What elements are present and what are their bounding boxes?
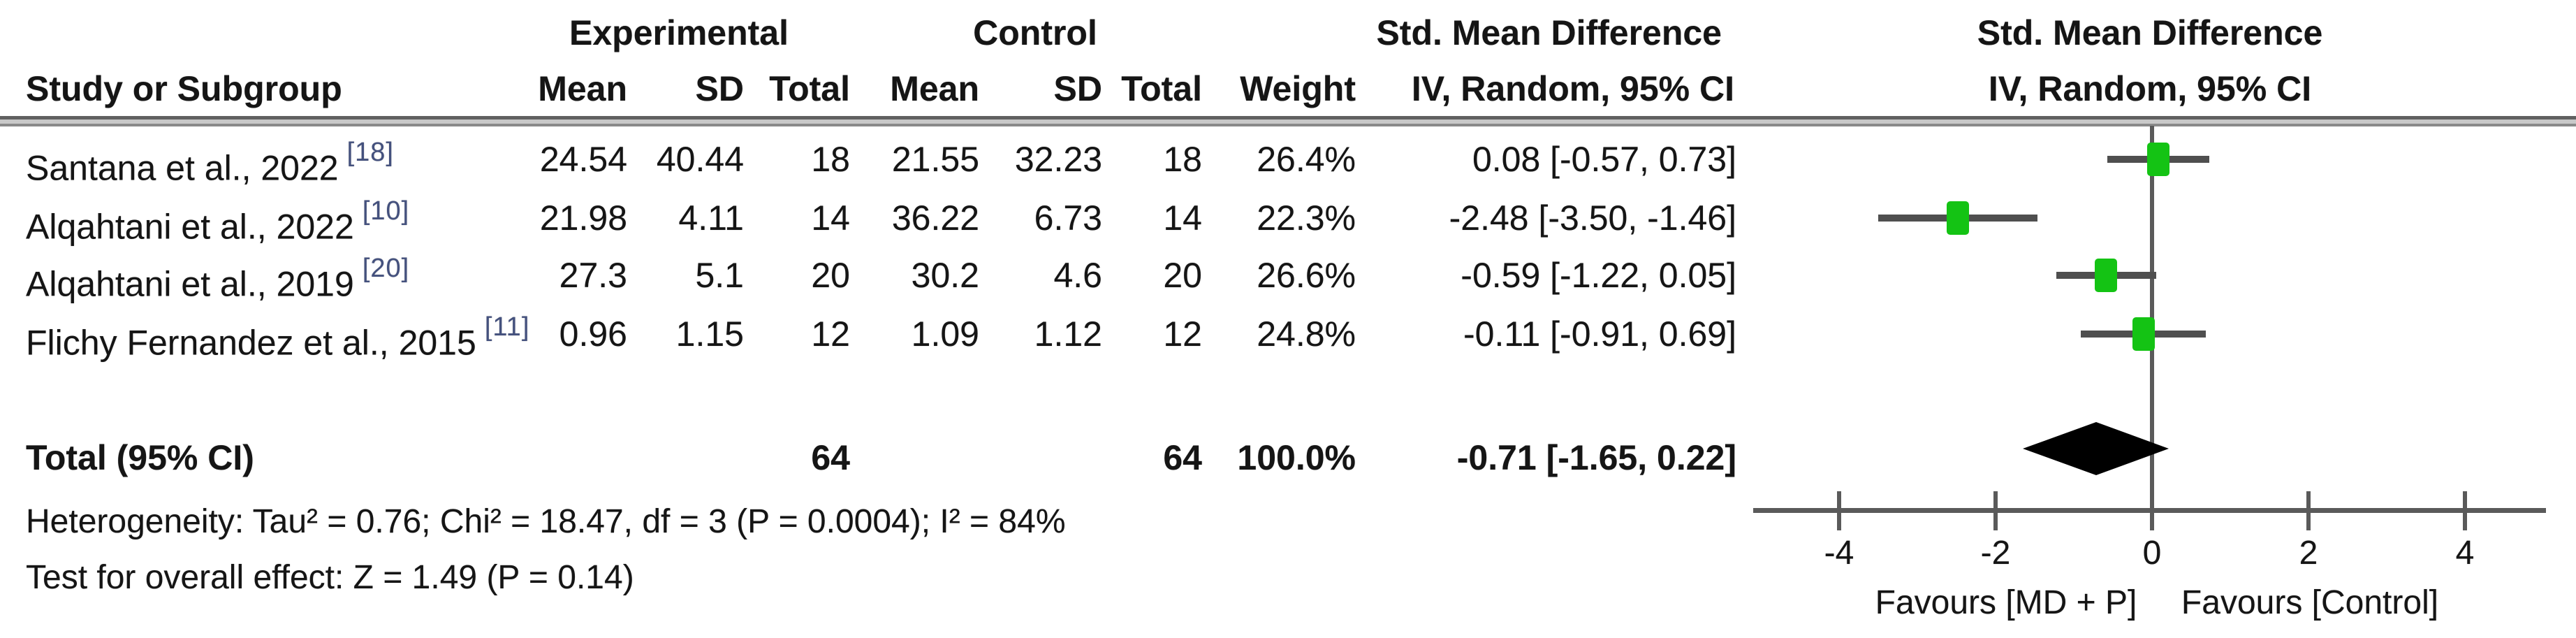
ci-text-value: -0.71 [-1.65, 0.22] [1456, 438, 1736, 477]
study-row: Alqahtani et al., 2019 [20] 27.3 5.1 20 30.2 4… [0, 254, 2576, 304]
ctl-sd-value: 1.12 [1034, 314, 1102, 354]
header-ctl-total: Total [1121, 69, 1202, 108]
weight-value: 26.6% [1257, 256, 1356, 295]
header-experimental-group: Experimental [569, 13, 789, 52]
favours-right-label: Favours [Control] [2181, 584, 2439, 621]
study-row: Alqahtani et al., 2022 [10] 21.98 4.11 14 36.… [0, 196, 2576, 247]
axis-tick-label: 4 [2455, 535, 2475, 572]
ctl-sd-value: 6.73 [1034, 198, 1102, 238]
ctl-mean-value: 1.09 [911, 314, 979, 354]
axis-tick [1837, 491, 1841, 530]
study-name: Alqahtani et al., 2022 [10] [26, 196, 410, 247]
favours-left-label: Favours [MD + P] [1875, 584, 2137, 621]
exp-sd-value: 40.44 [656, 140, 744, 179]
effect-square [2132, 317, 2155, 351]
citation-reference: [20] [362, 254, 410, 283]
header-exp-mean: Mean [538, 69, 627, 108]
ctl-mean-value: 30.2 [911, 256, 979, 295]
ci-text-value: -2.48 [-3.50, -1.46] [1449, 198, 1736, 238]
x-axis-line [1753, 508, 2546, 513]
weight-value: 100.0% [1237, 438, 1356, 477]
exp-mean-value: 24.54 [539, 140, 627, 179]
exp-total-value: 12 [811, 314, 850, 354]
axis-tick-label: -2 [1980, 535, 2011, 572]
axis-tick-label: 0 [2142, 535, 2162, 572]
total-label: Total (95% CI) [26, 438, 254, 477]
exp-mean-value: 21.98 [539, 198, 627, 238]
exp-total-value: 20 [811, 256, 850, 295]
axis-tick [2306, 491, 2311, 530]
citation-reference: [11] [484, 312, 530, 342]
ci-text-value: 0.08 [-0.57, 0.73] [1472, 140, 1736, 179]
weight-value: 24.8% [1257, 314, 1356, 354]
header-separator-rule [0, 116, 2576, 126]
plot-subtitle: IV, Random, 95% CI [1988, 69, 2312, 108]
study-name: Alqahtani et al., 2019 [20] [26, 254, 410, 304]
axis-tick [2463, 491, 2467, 530]
effect-square [2094, 259, 2117, 292]
exp-total-value: 18 [811, 140, 850, 179]
total-row: Total (95% CI) 64 64 100.0% -0.71 [-1.65, 0.… [0, 436, 2576, 479]
ctl-total-value: 12 [1163, 314, 1202, 354]
exp-mean-value: 0.96 [559, 314, 627, 354]
axis-tick [2150, 491, 2154, 530]
study-row: Flichy Fernandez et al., 2015 [11] 0.96 1.1… [0, 312, 2576, 363]
heterogeneity-text: Heterogeneity: Tau² = 0.76; Chi² = 18.47… [26, 503, 1066, 540]
study-row: Santana et al., 2022 [18] 24.54 40.44 18 21.5… [0, 138, 2576, 188]
weight-value: 22.3% [1257, 198, 1356, 238]
header-study-or-subgroup: Study or Subgroup [26, 69, 342, 108]
ctl-total-value: 18 [1163, 140, 1202, 179]
effect-square [1947, 201, 1970, 235]
header-exp-sd: SD [695, 69, 744, 108]
header-exp-total: Total [769, 69, 850, 108]
overall-effect-text: Test for overall effect: Z = 1.49 (P = 0… [26, 559, 634, 596]
citation-reference: [18] [346, 138, 394, 167]
ctl-sd-value: 4.6 [1053, 256, 1102, 295]
ci-text-value: -0.59 [-1.22, 0.05] [1461, 256, 1736, 295]
exp-sd-value: 1.15 [675, 314, 744, 354]
header-control-group: Control [973, 13, 1097, 52]
ci-text-value: -0.11 [-0.91, 0.69] [1463, 314, 1736, 354]
exp-sd-value: 4.11 [678, 198, 744, 238]
header-ctl-mean: Mean [890, 69, 979, 108]
effect-square [2146, 143, 2169, 176]
exp-total-value: 64 [811, 438, 850, 477]
citation-reference: [10] [362, 196, 410, 226]
ctl-total-value: 14 [1163, 198, 1202, 238]
exp-sd-value: 5.1 [695, 256, 744, 295]
summary-diamond [2023, 422, 2169, 475]
ctl-mean-value: 36.22 [891, 198, 979, 238]
ctl-sd-value: 32.23 [1014, 140, 1102, 179]
axis-tick-label: -4 [1824, 535, 1854, 572]
header-weight: Weight [1240, 69, 1356, 108]
axis-tick [1993, 491, 1998, 530]
exp-total-value: 14 [811, 198, 850, 238]
header-ctl-sd: SD [1053, 69, 1102, 108]
axis-tick-label: 2 [2299, 535, 2318, 572]
ctl-mean-value: 21.55 [891, 140, 979, 179]
ctl-total-value: 20 [1163, 256, 1202, 295]
header-effect-subtitle: IV, Random, 95% CI [1411, 69, 1734, 108]
study-name: Santana et al., 2022 [18] [26, 138, 394, 188]
weight-value: 26.4% [1257, 140, 1356, 179]
exp-mean-value: 27.3 [559, 256, 627, 295]
header-effect-title: Std. Mean Difference [1376, 13, 1722, 52]
study-name: Flichy Fernandez et al., 2015 [11] [26, 312, 530, 363]
plot-title: Std. Mean Difference [1977, 13, 2323, 52]
ctl-total-value: 64 [1163, 438, 1202, 477]
